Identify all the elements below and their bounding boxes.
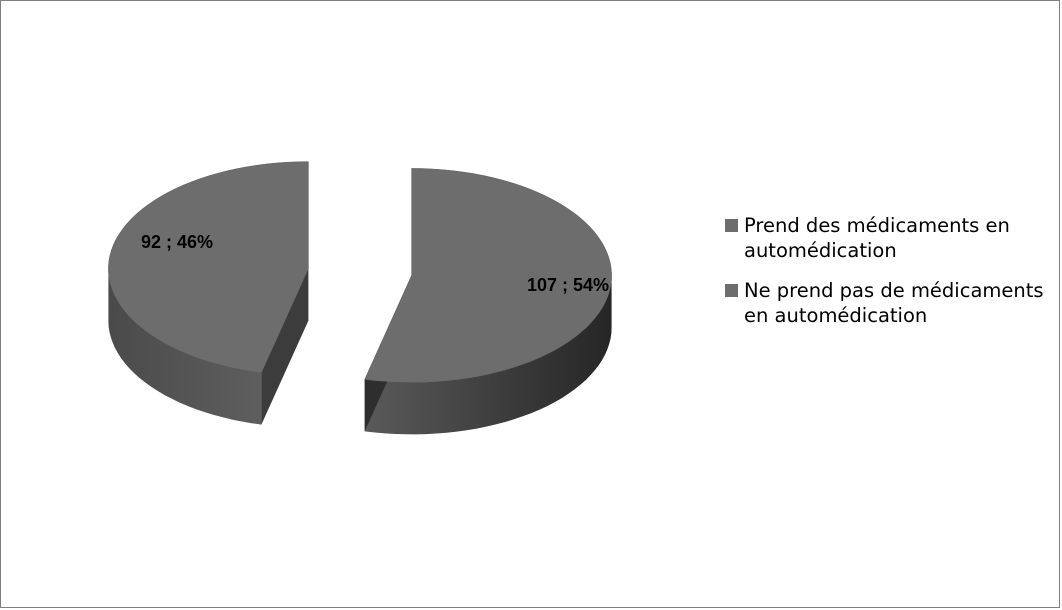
legend-swatch-1 <box>725 219 738 232</box>
slice-1-top <box>364 168 612 383</box>
chart-legend: Prend des médicaments en automédication … <box>725 213 1055 343</box>
slice-data-label-2: 92 ; 46% <box>141 232 213 252</box>
slice-2-rim <box>108 268 262 425</box>
slice-2-top <box>108 161 309 373</box>
legend-item-2: Ne prend pas de médicaments en automédic… <box>725 278 1055 328</box>
legend-swatch-2 <box>725 284 738 297</box>
slice-1-rim <box>364 275 612 435</box>
slice-data-label-1: 107 ; 54% <box>527 275 609 295</box>
slice-2-cut-face <box>261 268 309 425</box>
legend-item-1: Prend des médicaments en automédication <box>725 213 1055 263</box>
legend-label-2: Ne prend pas de médicaments en automédic… <box>744 279 1044 327</box>
legend-label-1: Prend des médicaments en automédication <box>744 214 1010 262</box>
